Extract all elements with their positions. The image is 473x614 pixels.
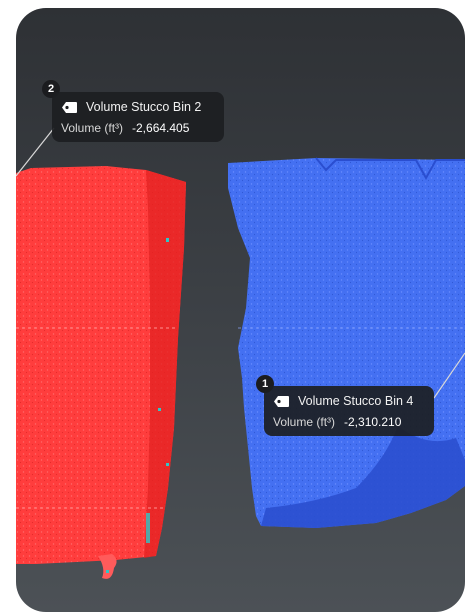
3d-viewport[interactable]: 2 Volume Stucco Bin 2 Volume (ft³) -2,66… xyxy=(16,8,465,612)
tag-icon xyxy=(274,395,289,407)
tag-icon xyxy=(62,101,77,113)
stucco-bin-2-pointcloud[interactable] xyxy=(16,166,186,579)
leader-line-bin-4 xyxy=(433,352,465,399)
annotation-stucco-bin-4[interactable]: Volume Stucco Bin 4 Volume (ft³) -2,310.… xyxy=(264,386,434,436)
stucco-bin-4-pointcloud[interactable] xyxy=(228,157,465,528)
leader-line-bin-2 xyxy=(16,127,55,177)
volume-value: -2,310.210 xyxy=(344,415,402,429)
volume-label: Volume (ft³) xyxy=(61,121,124,135)
volume-label: Volume (ft³) xyxy=(273,415,336,429)
volume-value: -2,664.405 xyxy=(132,121,190,135)
annotation-title: Volume Stucco Bin 2 xyxy=(86,100,202,114)
annotation-stucco-bin-2[interactable]: Volume Stucco Bin 2 Volume (ft³) -2,664.… xyxy=(52,92,224,142)
annotation-title: Volume Stucco Bin 4 xyxy=(298,394,414,408)
